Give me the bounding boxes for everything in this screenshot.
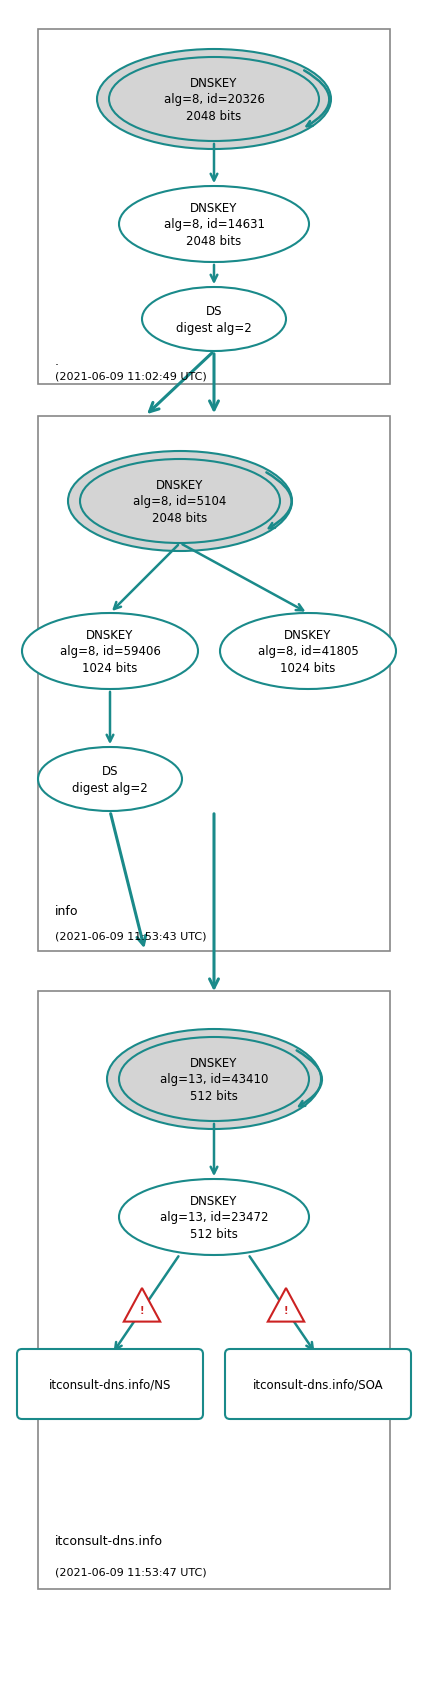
Text: !: !: [284, 1306, 288, 1316]
Text: (2021-06-09 11:53:43 UTC): (2021-06-09 11:53:43 UTC): [55, 931, 206, 941]
FancyBboxPatch shape: [17, 1350, 203, 1419]
Text: DNSKEY
alg=13, id=23472
512 bits: DNSKEY alg=13, id=23472 512 bits: [160, 1194, 268, 1240]
Text: info: info: [55, 905, 78, 917]
Ellipse shape: [109, 57, 319, 142]
Text: itconsult-dns.info/NS: itconsult-dns.info/NS: [49, 1378, 171, 1390]
Text: (2021-06-09 11:53:47 UTC): (2021-06-09 11:53:47 UTC): [55, 1567, 207, 1578]
Ellipse shape: [119, 187, 309, 263]
Text: DS
digest alg=2: DS digest alg=2: [176, 306, 252, 334]
FancyBboxPatch shape: [38, 30, 390, 385]
Text: DNSKEY
alg=8, id=20326
2048 bits: DNSKEY alg=8, id=20326 2048 bits: [163, 78, 265, 123]
Text: DS
digest alg=2: DS digest alg=2: [72, 765, 148, 794]
Ellipse shape: [97, 51, 331, 150]
Ellipse shape: [119, 1179, 309, 1255]
Ellipse shape: [22, 613, 198, 689]
FancyBboxPatch shape: [38, 991, 390, 1589]
Text: DNSKEY
alg=8, id=59406
1024 bits: DNSKEY alg=8, id=59406 1024 bits: [59, 628, 160, 674]
Text: DNSKEY
alg=8, id=41805
1024 bits: DNSKEY alg=8, id=41805 1024 bits: [258, 628, 358, 674]
Ellipse shape: [119, 1037, 309, 1121]
Text: itconsult-dns.info: itconsult-dns.info: [55, 1534, 163, 1547]
FancyBboxPatch shape: [38, 417, 390, 951]
Text: .: .: [55, 355, 59, 368]
Polygon shape: [268, 1289, 304, 1322]
Text: DNSKEY
alg=8, id=14631
2048 bits: DNSKEY alg=8, id=14631 2048 bits: [163, 203, 265, 248]
FancyArrowPatch shape: [304, 71, 330, 127]
FancyArrowPatch shape: [297, 1051, 322, 1106]
Ellipse shape: [107, 1029, 321, 1130]
Ellipse shape: [142, 287, 286, 351]
Ellipse shape: [80, 459, 280, 544]
Text: !: !: [140, 1306, 144, 1316]
Polygon shape: [124, 1289, 160, 1322]
Ellipse shape: [220, 613, 396, 689]
Text: (2021-06-09 11:02:49 UTC): (2021-06-09 11:02:49 UTC): [55, 372, 207, 382]
Text: DNSKEY
alg=8, id=5104
2048 bits: DNSKEY alg=8, id=5104 2048 bits: [133, 478, 227, 525]
Text: DNSKEY
alg=13, id=43410
512 bits: DNSKEY alg=13, id=43410 512 bits: [160, 1056, 268, 1103]
Ellipse shape: [38, 748, 182, 811]
FancyBboxPatch shape: [225, 1350, 411, 1419]
Ellipse shape: [68, 451, 292, 552]
Text: itconsult-dns.info/SOA: itconsult-dns.info/SOA: [253, 1378, 383, 1390]
FancyArrowPatch shape: [266, 473, 291, 529]
